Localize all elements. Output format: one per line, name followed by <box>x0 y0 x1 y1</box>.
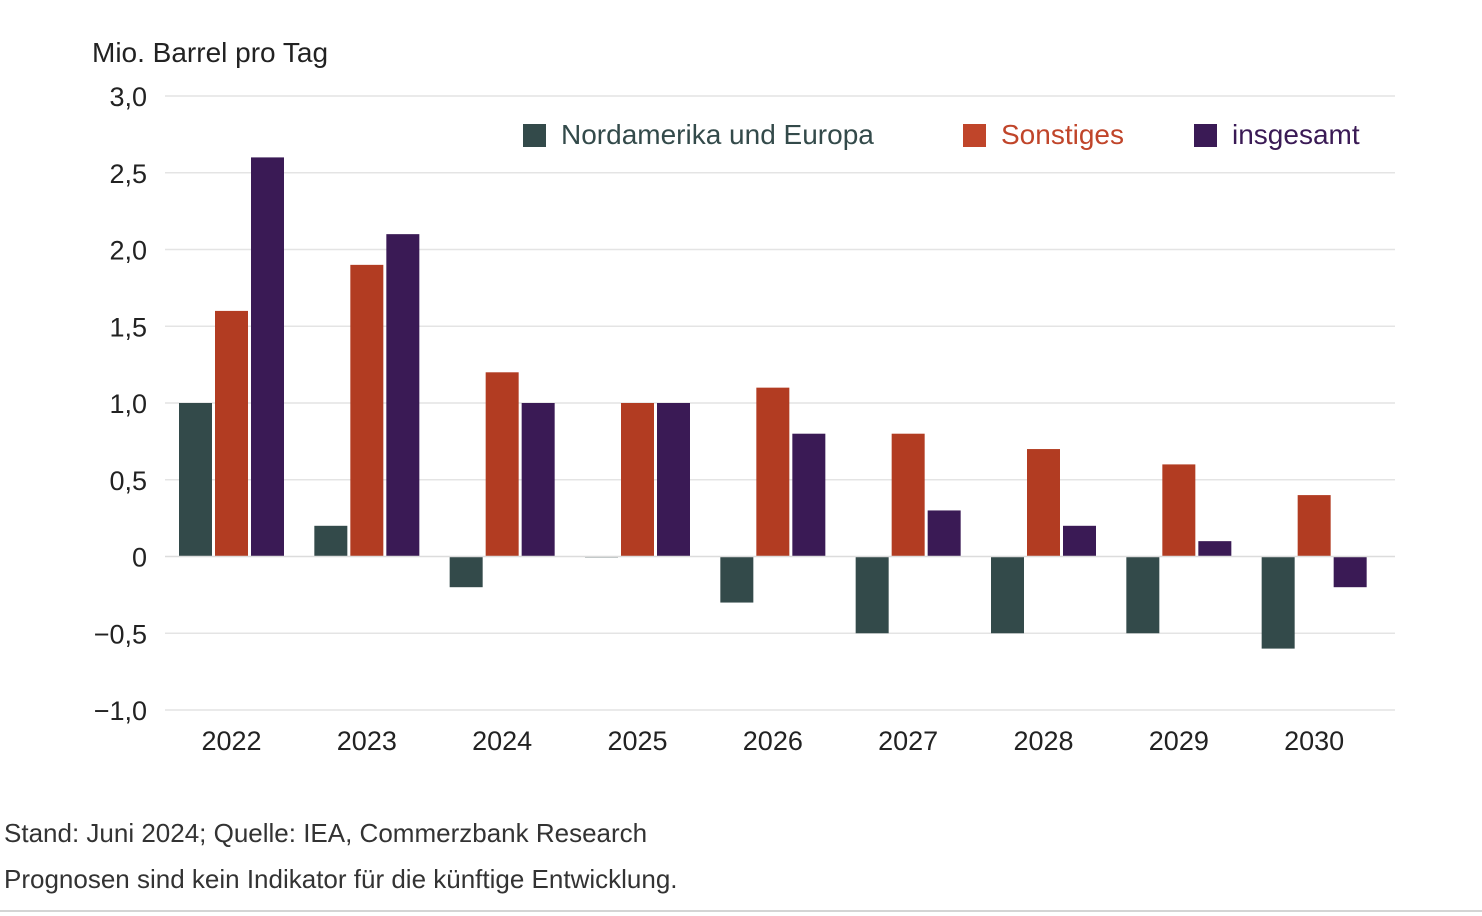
legend-swatch <box>523 124 546 147</box>
bar-sonstiges-2022 <box>215 310 248 557</box>
legend: Nordamerika und Europa Sonstiges insgesamt <box>523 119 1360 150</box>
y-tick-label: 0,5 <box>109 466 147 496</box>
bar-nordamerika-und-europa-2023 <box>314 525 348 557</box>
x-tick-label: 2024 <box>472 726 532 756</box>
bar-sonstiges-2028 <box>1027 449 1060 557</box>
bars <box>179 157 1367 649</box>
bar-insgesamt-2029 <box>1198 541 1232 557</box>
disclaimer-note: Prognosen sind kein Indikator für die kü… <box>4 864 678 894</box>
x-tick-label: 2022 <box>201 726 261 756</box>
legend-label: Nordamerika und Europa <box>561 119 874 150</box>
bar-insgesamt-2025 <box>657 403 690 557</box>
bar-chart: Mio. Barrel pro Tag −1,0 −0,5 0 0,5 1,0 1,5 2,… <box>92 37 1395 756</box>
x-tick-label: 2027 <box>878 726 938 756</box>
bar-nordamerika-und-europa-2027 <box>855 556 889 634</box>
bar-insgesamt-2024 <box>521 403 555 557</box>
source-note: Stand: Juni 2024; Quelle: IEA, Commerzba… <box>4 818 648 848</box>
bar-insgesamt-2028 <box>1063 525 1096 557</box>
x-axis-ticks: 2022 2023 2024 2025 2026 2027 2028 2029 2030 <box>201 726 1344 756</box>
bar-sonstiges-2024 <box>485 372 519 557</box>
legend-swatch <box>963 124 986 147</box>
legend-label: insgesamt <box>1232 119 1360 150</box>
bar-sonstiges-2029 <box>1162 464 1196 557</box>
bar-nordamerika-und-europa-2029 <box>1126 556 1160 634</box>
bar-nordamerika-und-europa-2024 <box>449 556 483 588</box>
bar-sonstiges-2023 <box>350 264 384 557</box>
bar-insgesamt-2026 <box>792 433 826 557</box>
bottom-divider <box>0 910 1482 912</box>
x-tick-label: 2025 <box>607 726 667 756</box>
x-tick-label: 2026 <box>743 726 803 756</box>
bar-nordamerika-und-europa-2026 <box>720 556 754 603</box>
y-tick-label: 1,0 <box>109 389 147 419</box>
y-tick-label: 0 <box>132 543 147 573</box>
bar-insgesamt-2030 <box>1333 556 1367 588</box>
y-tick-label: 3,0 <box>109 82 147 112</box>
bar-sonstiges-2026 <box>756 387 790 557</box>
bar-nordamerika-und-europa-2028 <box>991 556 1024 634</box>
bar-nordamerika-und-europa-2022 <box>179 403 212 557</box>
y-axis-unit-label: Mio. Barrel pro Tag <box>92 37 328 68</box>
bar-nordamerika-und-europa-2030 <box>1261 556 1295 649</box>
x-tick-label: 2029 <box>1149 726 1209 756</box>
bar-sonstiges-2027 <box>891 433 925 557</box>
bar-insgesamt-2023 <box>386 234 420 557</box>
y-tick-label: −1,0 <box>94 696 147 726</box>
bar-sonstiges-2030 <box>1297 495 1331 557</box>
x-tick-label: 2028 <box>1013 726 1073 756</box>
y-tick-label: 2,0 <box>109 236 147 266</box>
x-tick-label: 2023 <box>337 726 397 756</box>
bar-insgesamt-2022 <box>251 157 284 557</box>
x-tick-label: 2030 <box>1284 726 1344 756</box>
y-tick-label: −0,5 <box>94 619 147 649</box>
legend-swatch <box>1194 124 1217 147</box>
bar-insgesamt-2027 <box>927 510 961 557</box>
y-tick-label: 2,5 <box>109 159 147 189</box>
y-axis-ticks: −1,0 −0,5 0 0,5 1,0 1,5 2,0 2,5 3,0 <box>94 82 147 726</box>
legend-label: Sonstiges <box>1001 119 1124 150</box>
y-tick-label: 1,5 <box>109 312 147 342</box>
bar-sonstiges-2025 <box>621 403 654 557</box>
